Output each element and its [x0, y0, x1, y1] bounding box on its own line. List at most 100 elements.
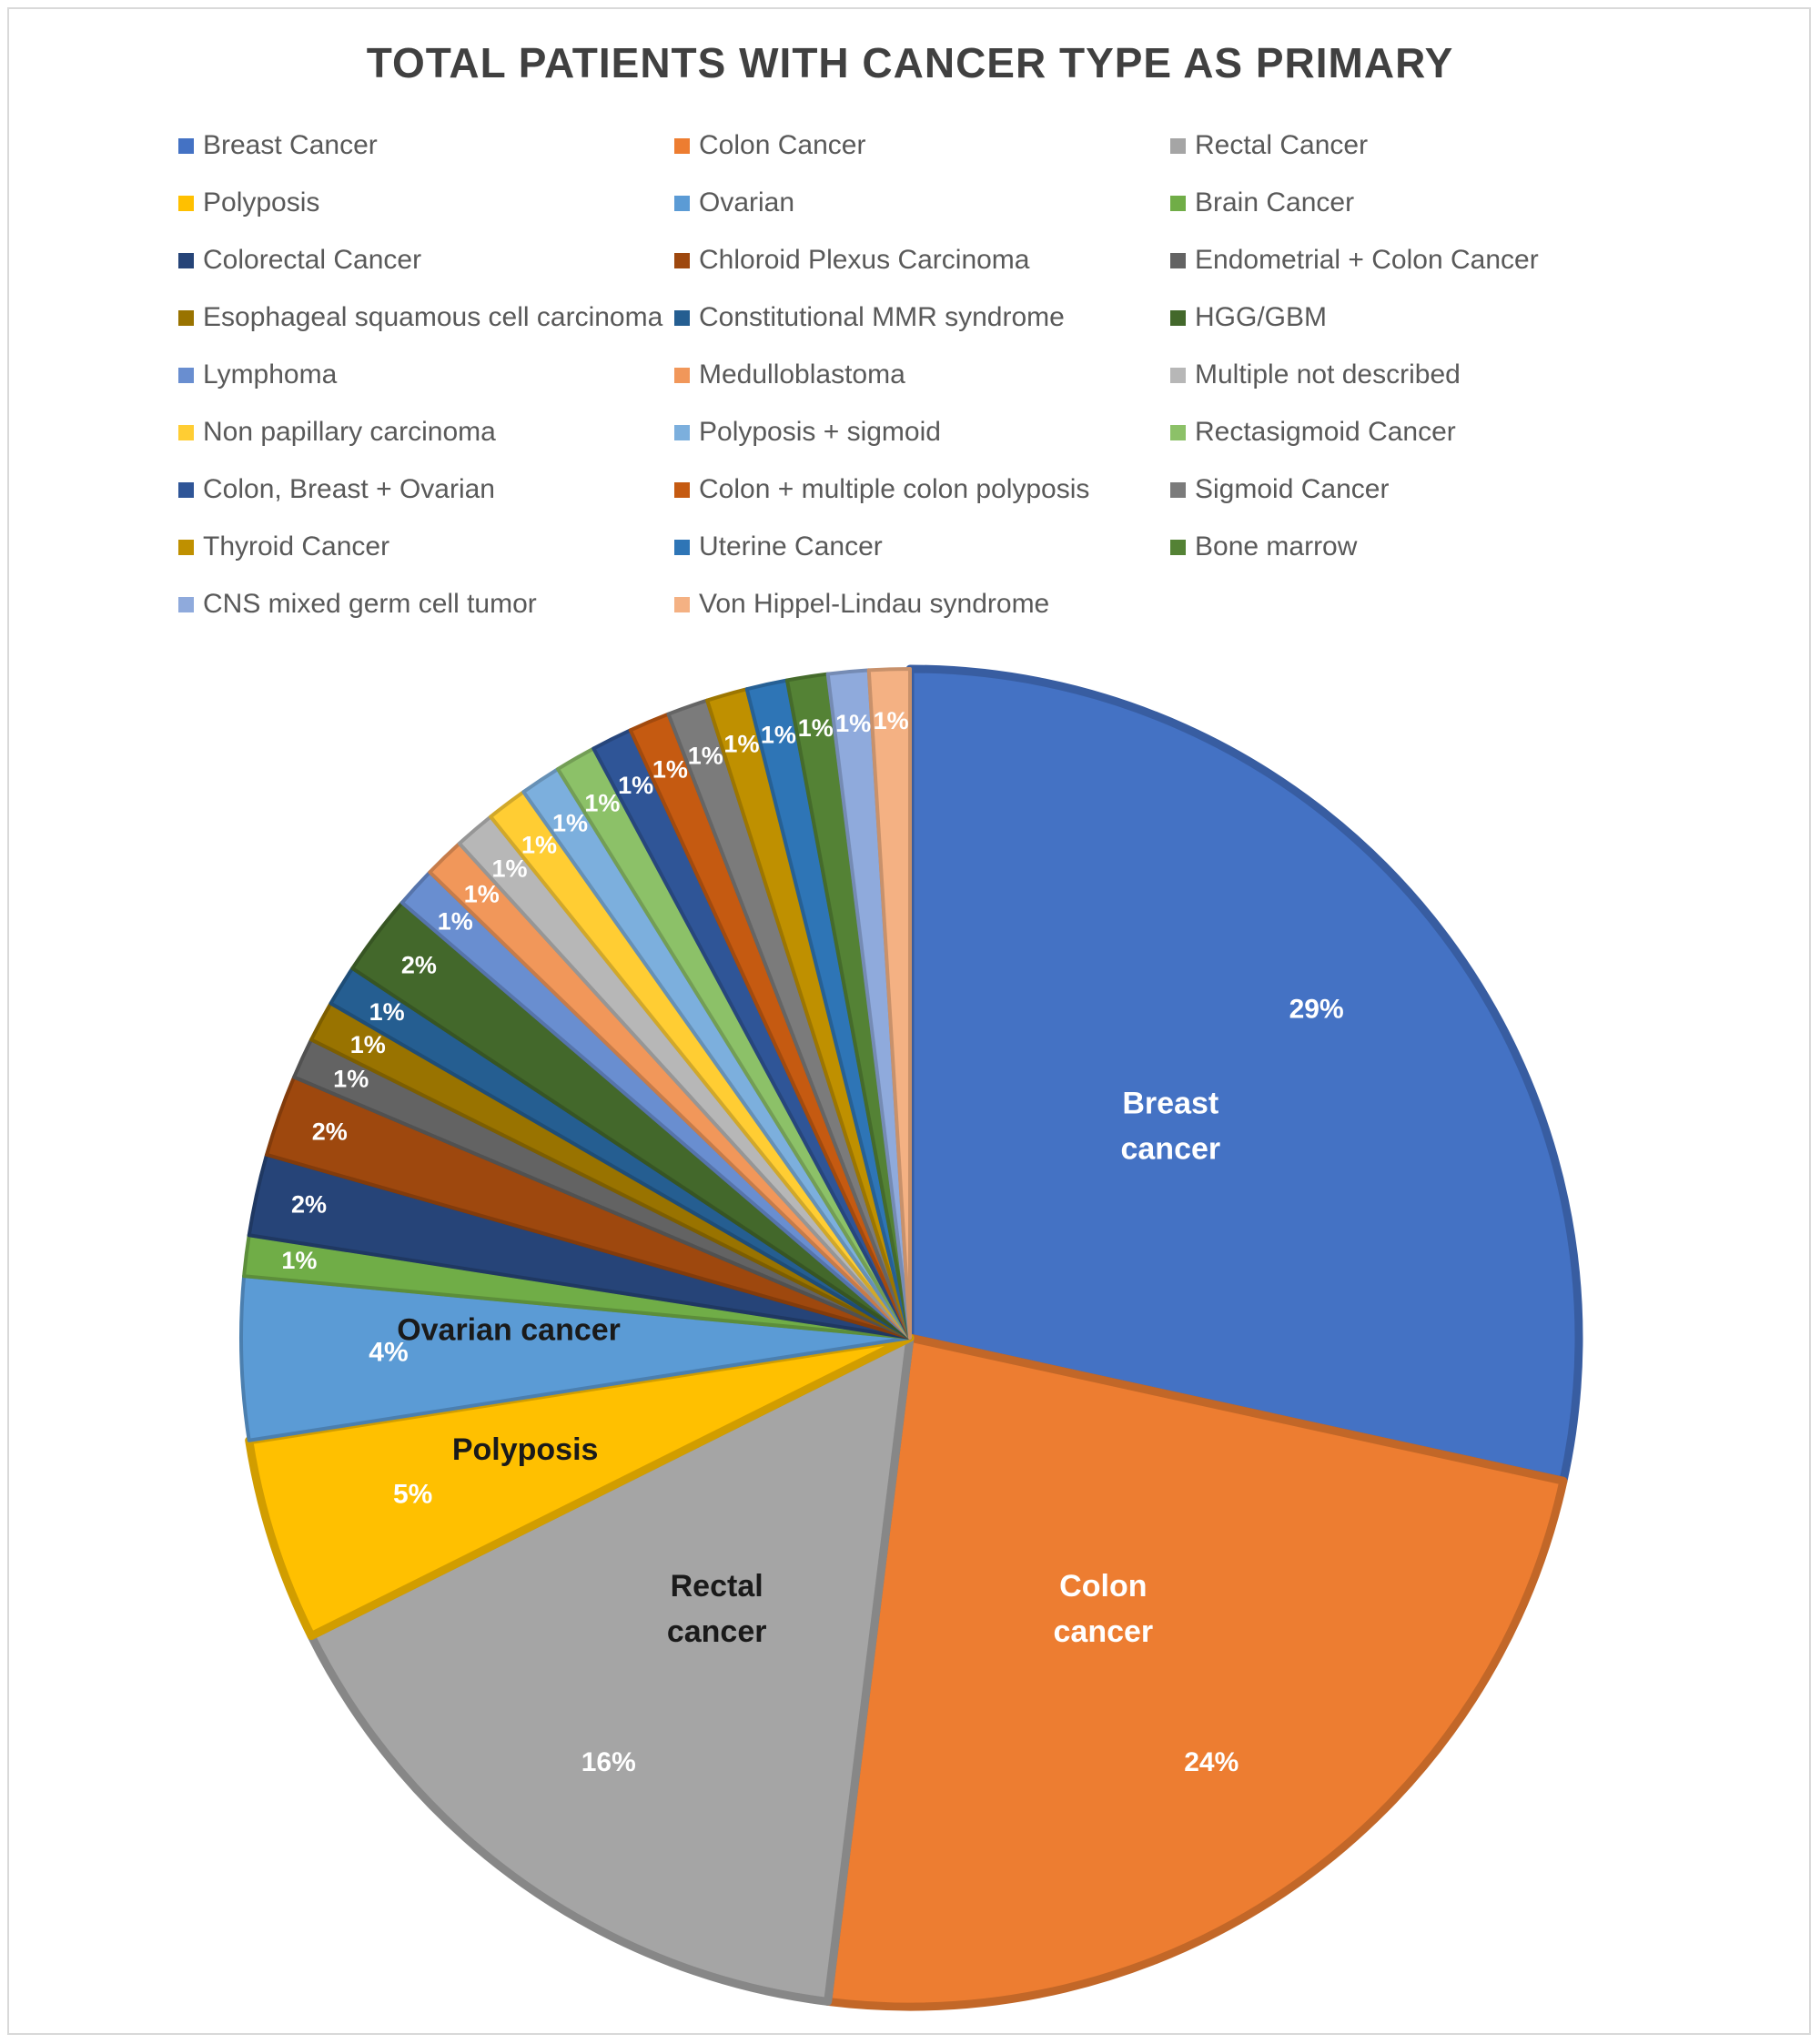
legend-item-rectal-cancer: Rectal Cancer — [1170, 127, 1368, 164]
data-label-colon-multiple-colon-polyposis: 1% — [652, 755, 688, 783]
category-label-colon-cancer: Colon cancer — [1054, 1569, 1154, 1649]
data-label-non-papillary-carcinoma: 1% — [521, 832, 557, 859]
legend-label: Esophageal squamous cell carcinoma — [203, 302, 663, 332]
pie-slice-polyposis — [245, 1333, 915, 1641]
legend-label: Thyroid Cancer — [203, 531, 390, 562]
legend-label: Non papillary carcinoma — [203, 417, 496, 447]
legend-swatch — [674, 367, 690, 383]
legend-label: CNS mixed germ cell tumor — [203, 589, 537, 619]
category-label-polyposis: Polyposis — [452, 1432, 599, 1467]
legend-label: Breast Cancer — [203, 130, 378, 160]
legend-item-ovarian: Ovarian — [674, 185, 794, 221]
category-label-rectal-cancer: Rectal cancer — [667, 1569, 767, 1649]
legend-label: Colon, Breast + Ovarian — [203, 474, 495, 504]
data-label-rectal-cancer: 16% — [581, 1747, 636, 1777]
legend-item-colorectal-cancer: Colorectal Cancer — [178, 242, 421, 278]
legend-label: Ovarian — [699, 187, 795, 218]
legend-swatch — [178, 309, 194, 326]
legend-item-cns-mixed-germ-cell-tumor: CNS mixed germ cell tumor — [178, 586, 537, 622]
data-label-polyposis: 5% — [393, 1480, 432, 1510]
legend-swatch — [1170, 195, 1186, 211]
legend-swatch — [674, 252, 690, 268]
legend-item-endometrial-colon-cancer: Endometrial + Colon Cancer — [1170, 242, 1539, 278]
legend-label: Von Hippel-Lindau syndrome — [699, 589, 1050, 619]
legend-label: Rectal Cancer — [1195, 130, 1369, 160]
legend-label: Multiple not described — [1195, 359, 1461, 390]
legend-label: Medulloblastoma — [699, 359, 905, 390]
legend-item-multiple-not-described: Multiple not described — [1170, 357, 1461, 393]
legend-label: Brain Cancer — [1195, 187, 1355, 218]
pie-slice-breast-cancer — [905, 664, 1583, 1485]
legend-item-colon-cancer: Colon Cancer — [674, 127, 865, 164]
chart-title: TOTAL PATIENTS WITH CANCER TYPE AS PRIMA… — [366, 39, 1454, 86]
legend-swatch — [178, 195, 194, 211]
legend-swatch — [178, 596, 194, 612]
legend-swatch — [1170, 137, 1186, 154]
data-label-lymphoma: 1% — [438, 908, 473, 936]
pie-slice-colon-cancer — [824, 1333, 1568, 2011]
legend-item-sigmoid-cancer: Sigmoid Cancer — [1170, 471, 1389, 508]
legend-label: Polyposis — [203, 187, 320, 218]
legend-item-bone-marrow: Bone marrow — [1170, 529, 1357, 565]
legend-swatch — [178, 252, 194, 268]
legend-item-esophageal-squamous-cell-carcinoma: Esophageal squamous cell carcinoma — [178, 299, 662, 336]
data-label-breast-cancer: 29% — [1289, 995, 1344, 1025]
pie-slice-von-hippel-lindau-syndrome — [866, 667, 912, 1340]
legend-swatch — [1170, 481, 1186, 498]
legend-swatch — [674, 424, 690, 440]
data-label-brain-cancer: 1% — [281, 1247, 317, 1274]
legend-label: Uterine Cancer — [699, 531, 883, 562]
legend-label: HGG/GBM — [1195, 302, 1328, 332]
legend-label: Colon Cancer — [699, 130, 866, 160]
data-label-endometrial-colon-cancer: 1% — [333, 1066, 369, 1093]
legend-swatch — [1170, 424, 1186, 440]
legend-swatch — [674, 137, 690, 154]
legend-swatch — [178, 481, 194, 498]
legend-item-rectasigmoid-cancer: Rectasigmoid Cancer — [1170, 414, 1456, 450]
legend-item-hgg-gbm: HGG/GBM — [1170, 299, 1327, 336]
legend-label: Sigmoid Cancer — [1195, 474, 1390, 504]
legend-swatch — [178, 424, 194, 440]
legend-swatch — [178, 367, 194, 383]
legend-item-constitutional-mmr-syndrome: Constitutional MMR syndrome — [674, 299, 1065, 336]
legend-item-chloroid-plexus-carcinoma: Chloroid Plexus Carcinoma — [674, 242, 1030, 278]
data-label-constitutional-mmr-syndrome: 1% — [369, 998, 405, 1026]
legend-label: Endometrial + Colon Cancer — [1195, 245, 1539, 275]
legend-item-medulloblastoma: Medulloblastoma — [674, 357, 905, 393]
legend-swatch — [674, 309, 690, 326]
pie-slice-rectal-cancer — [307, 1333, 915, 2006]
legend-swatch — [1170, 252, 1186, 268]
legend-label: Colon + multiple colon polyposis — [699, 474, 1090, 504]
data-label-uterine-cancer: 1% — [761, 722, 796, 749]
legend-item-colon-multiple-colon-polyposis: Colon + multiple colon polyposis — [674, 471, 1089, 508]
legend-item-polyposis: Polyposis — [178, 185, 319, 221]
legend-swatch — [178, 539, 194, 555]
legend-item-non-papillary-carcinoma: Non papillary carcinoma — [178, 414, 496, 450]
legend-swatch — [1170, 539, 1186, 555]
data-label-colorectal-cancer: 2% — [291, 1190, 327, 1218]
data-label-hgg-gbm: 2% — [401, 952, 437, 979]
data-label-medulloblastoma: 1% — [464, 881, 500, 908]
legend-swatch — [674, 481, 690, 498]
data-label-colon-breast-ovarian: 1% — [618, 772, 653, 799]
legend-item-polyposis-sigmoid: Polyposis + sigmoid — [674, 414, 941, 450]
data-label-esophageal-squamous-cell-carcinoma: 1% — [350, 1031, 386, 1058]
legend-item-von-hippel-lindau-syndrome: Von Hippel-Lindau syndrome — [674, 586, 1049, 622]
legend-label: Colorectal Cancer — [203, 245, 422, 275]
legend-swatch — [1170, 367, 1186, 383]
legend-label: Polyposis + sigmoid — [699, 417, 941, 447]
legend-item-uterine-cancer: Uterine Cancer — [674, 529, 883, 565]
legend-label: Constitutional MMR syndrome — [699, 302, 1065, 332]
data-label-polyposis-sigmoid: 1% — [552, 809, 588, 836]
data-label-multiple-not-described: 1% — [492, 855, 528, 883]
data-label-sigmoid-cancer: 1% — [688, 742, 723, 769]
data-label-cns-mixed-germ-cell-tumor: 1% — [835, 710, 871, 737]
legend-label: Lymphoma — [203, 359, 338, 390]
legend-item-colon-breast-ovarian: Colon, Breast + Ovarian — [178, 471, 495, 508]
data-label-thyroid-cancer: 1% — [723, 731, 759, 758]
chart-frame — [7, 7, 1811, 2035]
data-label-rectasigmoid-cancer: 1% — [584, 790, 620, 817]
category-label-breast-cancer: Breast cancer — [1120, 1087, 1220, 1167]
data-label-chloroid-plexus-carcinoma: 2% — [312, 1118, 348, 1145]
data-label-ovarian: 4% — [369, 1338, 408, 1368]
